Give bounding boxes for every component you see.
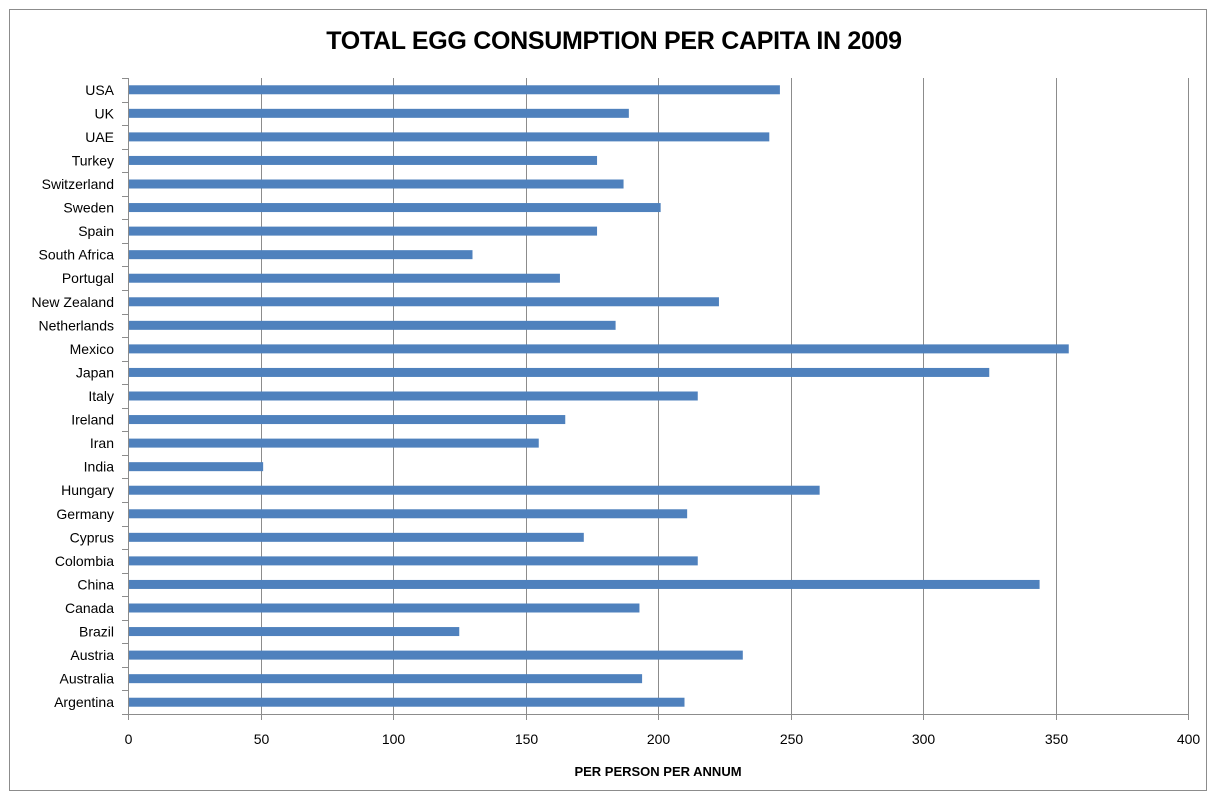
bar — [129, 509, 688, 519]
x-tick-label: 200 — [647, 731, 671, 747]
x-tick-label: 250 — [780, 731, 804, 747]
category-label: USA — [85, 82, 114, 98]
bar — [129, 203, 661, 213]
x-axis-title: PER PERSON PER ANNUM — [574, 764, 742, 779]
bar — [129, 438, 539, 448]
category-label: China — [77, 576, 114, 592]
bar — [129, 532, 584, 542]
bar — [129, 85, 780, 95]
category-label: Cyprus — [70, 529, 114, 545]
bar — [129, 273, 560, 283]
category-label: UK — [95, 105, 115, 121]
bar — [129, 697, 685, 707]
bar — [129, 674, 643, 684]
bar — [129, 367, 990, 377]
category-label: Argentina — [54, 694, 114, 710]
category-label: Canada — [65, 600, 114, 616]
category-label: Hungary — [61, 482, 114, 498]
bar — [129, 250, 473, 260]
bar — [129, 579, 1040, 589]
category-label: Switzerland — [42, 176, 114, 192]
bar — [129, 108, 629, 118]
category-label: India — [84, 459, 115, 475]
category-label: Austria — [70, 647, 114, 663]
bar — [129, 391, 698, 401]
category-label: Turkey — [72, 152, 114, 168]
category-label: South Africa — [39, 247, 115, 263]
x-tick-label: 0 — [125, 731, 133, 747]
category-label: Spain — [78, 223, 114, 239]
category-label: Mexico — [70, 341, 115, 357]
category-label: Sweden — [63, 200, 114, 216]
category-label: New Zealand — [32, 294, 115, 310]
category-label: Ireland — [71, 412, 114, 428]
bar — [129, 155, 598, 165]
chart-title: TOTAL EGG CONSUMPTION PER CAPITA IN 2009 — [326, 27, 902, 55]
category-label: Brazil — [79, 624, 114, 640]
bar — [129, 650, 743, 660]
x-tick-label: 300 — [912, 731, 936, 747]
category-label: Australia — [60, 671, 115, 687]
x-tick-label: 150 — [515, 731, 539, 747]
x-tick-label: 350 — [1045, 731, 1069, 747]
category-label: Portugal — [62, 270, 114, 286]
bar — [129, 297, 719, 307]
bar — [129, 462, 264, 472]
category-label: Iran — [90, 435, 114, 451]
bar — [129, 179, 624, 189]
bar — [129, 603, 640, 613]
category-label: Japan — [76, 364, 114, 380]
category-label: Germany — [56, 506, 114, 522]
category-label: Netherlands — [39, 317, 115, 333]
x-tick-label: 100 — [382, 731, 406, 747]
bar — [129, 415, 566, 425]
bar — [129, 556, 698, 566]
category-label: Colombia — [55, 553, 114, 569]
category-label: Italy — [88, 388, 114, 404]
category-label: UAE — [85, 129, 114, 145]
bar — [129, 485, 820, 495]
bar — [129, 226, 598, 236]
bar — [129, 132, 770, 142]
x-tick-label: 50 — [254, 731, 270, 747]
bar — [129, 320, 616, 330]
x-tick-label: 400 — [1177, 731, 1201, 747]
bar — [129, 344, 1069, 354]
bar — [129, 627, 460, 637]
